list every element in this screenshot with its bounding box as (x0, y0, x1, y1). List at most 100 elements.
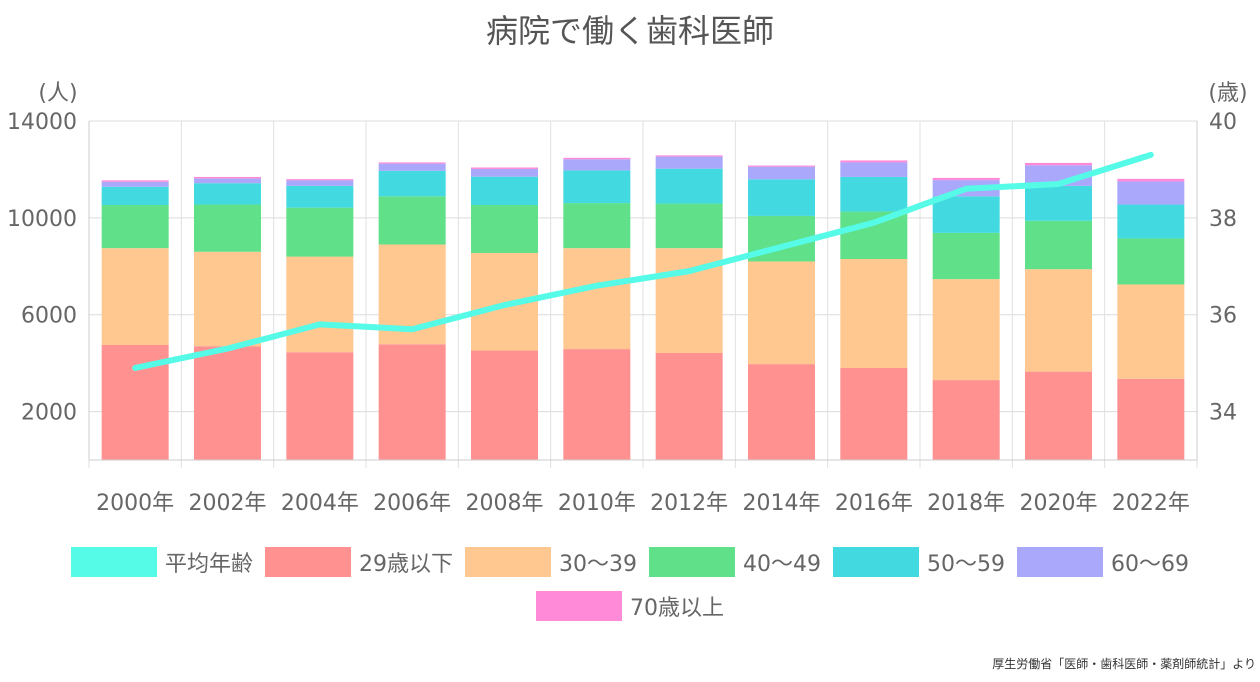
bar-segment (655, 203, 723, 249)
y-right-unit-label: (歳) (1208, 81, 1247, 106)
bar-segment (748, 261, 815, 365)
bar-segment (286, 207, 354, 257)
bar-segment (1025, 269, 1092, 372)
source-note: 厚生労働省「医師・歯科医師・薬剤師統計」より (992, 657, 1256, 671)
bar-segment (471, 350, 538, 460)
bar-segment (194, 251, 261, 347)
bar-segment (1025, 162, 1092, 166)
x-tick-label: 2008年 (466, 491, 544, 516)
chart-legend: 平均年齢 29歳以下 30〜39 40〜49 50〜59 60〜69 70歳以上 (0, 540, 1260, 628)
legend-item-average-age[interactable]: 平均年齢 (70, 546, 253, 578)
legend-item-60-69[interactable]: 60〜69 (1017, 546, 1189, 578)
bar-segment (840, 367, 908, 460)
bar-segment (563, 203, 631, 249)
bar-segment (840, 162, 908, 177)
bar-segment (1117, 181, 1185, 205)
legend-item-40-49[interactable]: 40〜49 (649, 546, 821, 578)
legend-swatch-under-29 (265, 547, 351, 577)
x-tick-label: 2010年 (558, 491, 636, 516)
y-left-unit-label: (人) (38, 81, 77, 106)
bar-segment (101, 186, 169, 206)
legend-row-2: 70歳以上 (0, 584, 1260, 628)
legend-label-30-39: 30〜39 (559, 552, 637, 577)
chart-area: 2000 6000 10000 14000 34 36 38 40 (人) (歳) 2000年 200… (7, 81, 1248, 516)
bar-segment (840, 160, 908, 163)
y-left-tick-label: 14000 (7, 110, 77, 135)
legend-label-60-69: 60〜69 (1111, 552, 1189, 577)
bar-segment (1025, 220, 1092, 270)
bar-segment (932, 232, 1000, 280)
legend-label-40-49: 40〜49 (743, 552, 821, 577)
bar-segment (194, 178, 261, 184)
bar-segment (471, 168, 538, 177)
bar-segment (378, 344, 446, 460)
bar-segment (563, 157, 631, 160)
bar-segment (471, 205, 538, 253)
x-tick-label: 2014年 (743, 491, 821, 516)
bar-segment (563, 159, 631, 171)
bar-segment (840, 211, 908, 260)
bar-segment (1117, 284, 1185, 379)
legend-label-over-70: 70歳以上 (630, 596, 724, 621)
x-tick-label: 2002年 (189, 491, 267, 516)
bar-segment (286, 180, 354, 186)
bar-segment (1117, 204, 1185, 239)
y-left-tick-label: 10000 (7, 207, 77, 232)
bar-segment (378, 170, 446, 197)
bar-segment (748, 364, 815, 460)
bar-segment (840, 259, 908, 368)
bar-segment (286, 179, 354, 181)
bar-segment (655, 352, 723, 460)
bar-segment (563, 248, 631, 350)
bar-segment (932, 380, 1000, 460)
bar-segment (101, 248, 169, 345)
bar-segment (563, 170, 631, 204)
x-tick-label: 2004年 (281, 491, 359, 516)
bar-segment (655, 168, 723, 204)
bar-segment (378, 196, 446, 245)
legend-item-over-70[interactable]: 70歳以上 (536, 590, 724, 622)
y-left-tick-label: 2000 (21, 401, 77, 426)
y-right-tick-label: 38 (1209, 207, 1237, 232)
legend-item-under-29[interactable]: 29歳以下 (265, 546, 453, 578)
x-tick-label: 2018年 (927, 491, 1005, 516)
legend-swatch-60-69 (1017, 547, 1103, 577)
bar-segment (194, 346, 261, 460)
bar-segment (471, 176, 538, 206)
bar-segment (748, 166, 815, 180)
bar-segment (101, 180, 169, 182)
legend-swatch-40-49 (649, 547, 735, 577)
legend-swatch-over-70 (536, 591, 622, 621)
bar-segment (378, 162, 446, 164)
x-tick-label: 2016年 (835, 491, 913, 516)
bar-segment (932, 177, 1000, 181)
y-right-tick-label: 40 (1209, 110, 1237, 135)
average-age-line (132, 151, 1154, 371)
x-tick-label: 2000年 (96, 491, 174, 516)
bar-segment (840, 176, 908, 212)
legend-item-30-39[interactable]: 30〜39 (465, 546, 637, 578)
legend-swatch-average-age (70, 547, 157, 577)
bar-segment (194, 183, 261, 205)
bar-segment (1025, 185, 1092, 221)
y-right-tick-label: 34 (1209, 401, 1237, 426)
x-tick-label: 2022年 (1112, 491, 1190, 516)
bar-segment (1025, 371, 1092, 460)
bar-segment (286, 185, 354, 208)
legend-label-under-29: 29歳以下 (359, 552, 453, 577)
legend-swatch-30-39 (465, 547, 551, 577)
legend-label-50-59: 50〜59 (927, 552, 1005, 577)
bar-segment (1117, 378, 1185, 460)
bar-segment (286, 352, 354, 460)
bar-segment (1117, 238, 1185, 285)
bar-segment (563, 349, 631, 460)
bar-segment (748, 179, 815, 216)
bar-segment (655, 156, 723, 169)
bar-segment (286, 256, 354, 353)
y-left-tick-label: 6000 (21, 304, 77, 329)
bar-segment (194, 204, 261, 252)
legend-item-50-59[interactable]: 50〜59 (833, 546, 1005, 578)
bar-segment (471, 167, 538, 169)
x-tick-label: 2012年 (650, 491, 728, 516)
legend-label-average-age: 平均年齢 (164, 552, 253, 577)
